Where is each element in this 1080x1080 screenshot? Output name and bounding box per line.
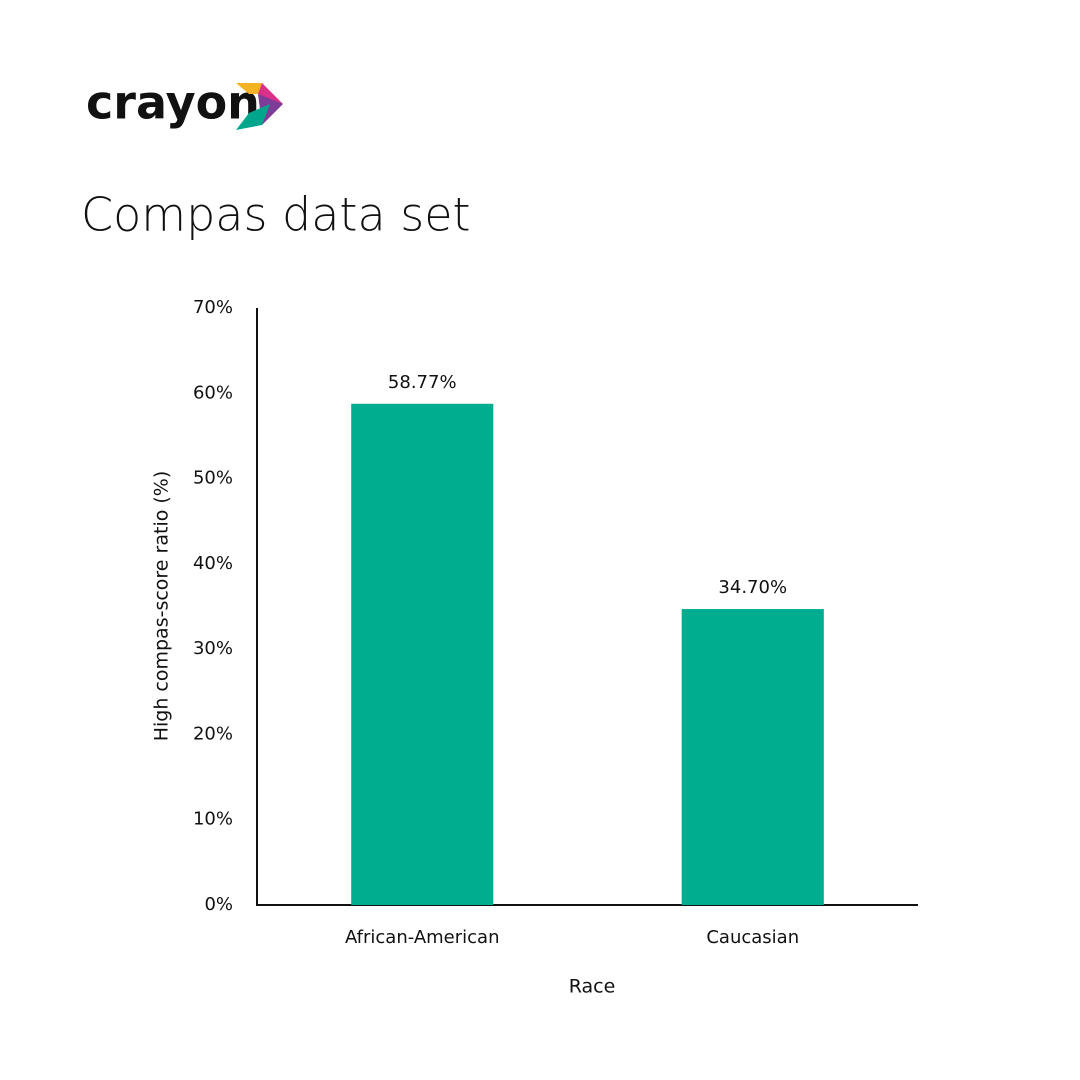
y-axis-label: High compas-score ratio (%) bbox=[151, 471, 173, 742]
y-tick-label: 40% bbox=[193, 553, 233, 574]
y-tick-label: 20% bbox=[193, 723, 233, 744]
value-label: 58.77% bbox=[388, 372, 457, 393]
x-tick-label: Caucasian bbox=[706, 927, 799, 948]
y-tick-label: 70% bbox=[193, 297, 233, 318]
bar bbox=[351, 403, 494, 905]
brand-logo: crayon bbox=[86, 76, 260, 130]
y-tick-label: 10% bbox=[193, 809, 233, 830]
y-tick-label: 0% bbox=[204, 894, 233, 915]
x-axis-label: Race bbox=[569, 976, 616, 998]
y-tick-label: 30% bbox=[193, 638, 233, 659]
logo-mark bbox=[236, 83, 283, 130]
x-tick-label: African-American bbox=[345, 927, 500, 948]
y-tick-label: 60% bbox=[193, 382, 233, 403]
y-tick-label: 50% bbox=[193, 468, 233, 489]
chart-title: Compas data set bbox=[81, 188, 471, 242]
value-label: 34.70% bbox=[718, 577, 787, 598]
bar bbox=[681, 609, 824, 905]
